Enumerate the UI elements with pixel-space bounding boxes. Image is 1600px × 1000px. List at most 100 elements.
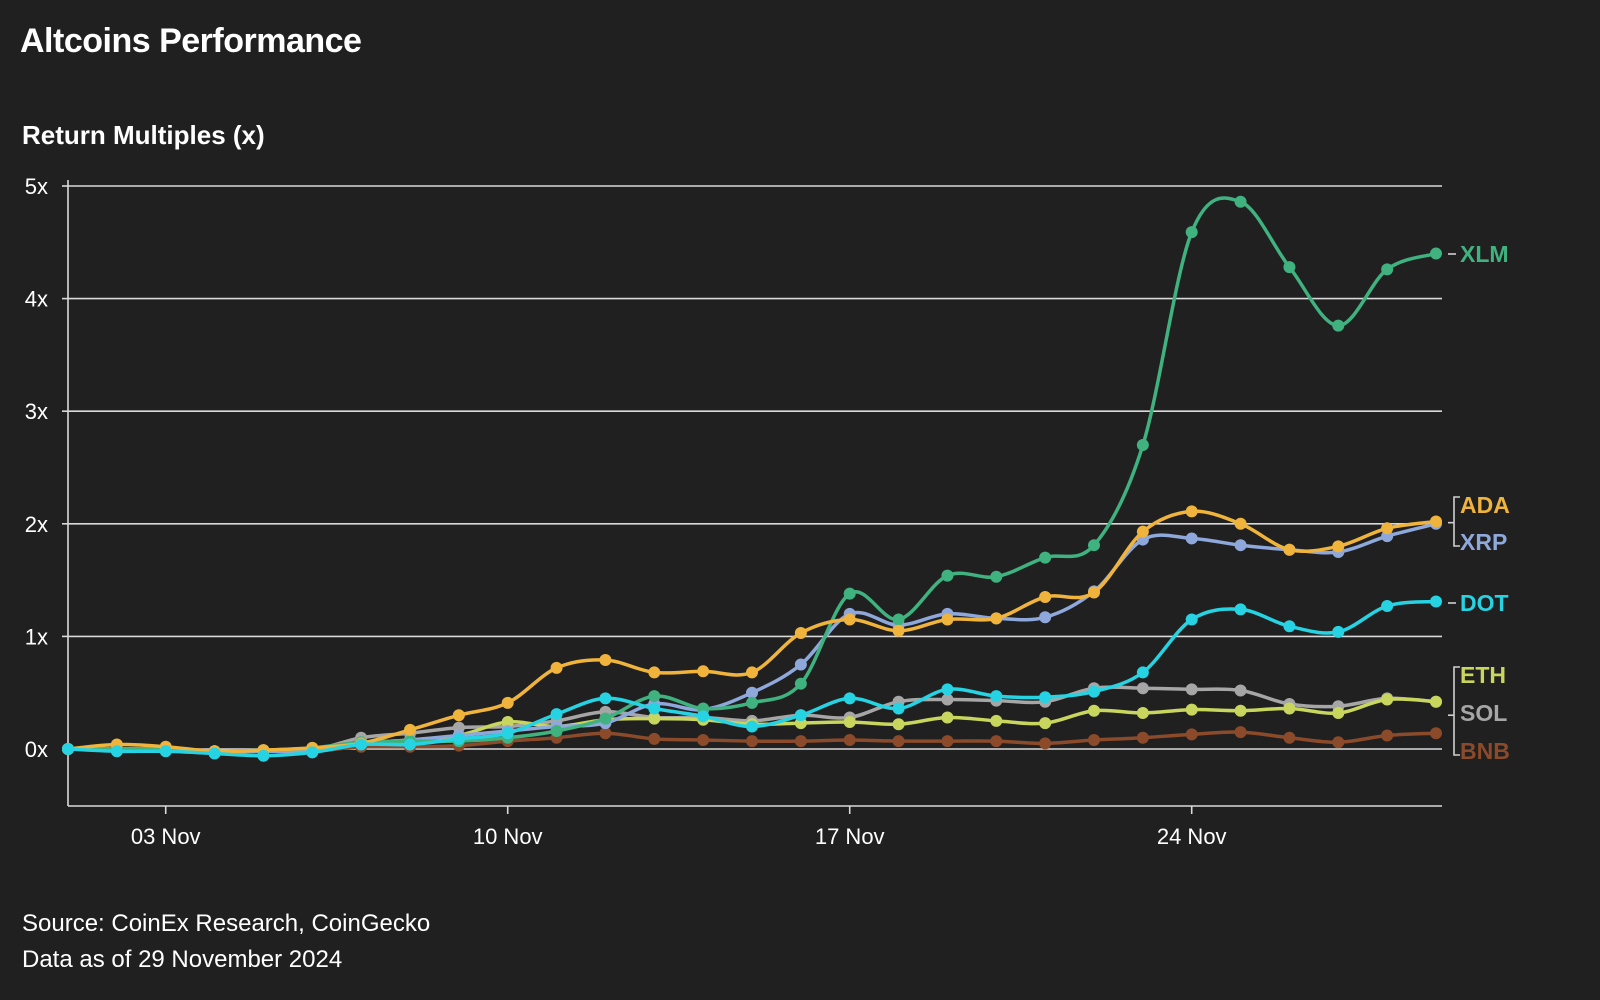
data-point-xlm <box>1088 539 1100 552</box>
data-point-dot <box>1039 691 1052 704</box>
data-point-ada <box>404 723 416 736</box>
data-point-bnb <box>1430 727 1442 740</box>
data-point-bnb <box>648 732 661 745</box>
data-point-dot <box>257 749 270 762</box>
x-tick-label: 10 Nov <box>473 824 543 849</box>
data-point-dot <box>501 727 514 740</box>
data-date-note: Data as of 29 November 2024 <box>22 946 343 973</box>
data-point-ada <box>452 709 465 722</box>
data-point-xrp <box>1185 532 1198 545</box>
data-point-bnb <box>599 727 612 740</box>
data-point-dot <box>1332 625 1345 638</box>
y-tick-label: 1x <box>25 624 48 649</box>
data-point-eth <box>892 718 905 731</box>
data-point-ada <box>1234 517 1247 530</box>
data-point-dot <box>794 709 807 722</box>
data-point-dot <box>1381 599 1394 612</box>
data-point-bnb <box>1088 733 1100 746</box>
data-point-dot <box>1185 613 1198 626</box>
data-point-ada <box>843 613 856 626</box>
data-point-ada <box>892 624 905 637</box>
data-point-dot <box>599 692 612 705</box>
data-point-sol <box>1185 683 1198 696</box>
series-label-bnb: BNB <box>1460 738 1510 764</box>
data-point-bnb <box>1381 729 1394 742</box>
data-point-bnb <box>746 735 758 748</box>
data-point-xlm <box>599 712 612 725</box>
series-labels-layer: XLM DOT ADA XRP ETH SOL BNB <box>1448 241 1510 764</box>
series-label-dot: DOT <box>1460 590 1509 616</box>
data-point-ada <box>501 696 514 709</box>
data-point-ada <box>599 654 612 667</box>
data-point-bnb <box>990 735 1003 748</box>
data-point-ada <box>1332 540 1345 553</box>
series-label-eth: ETH <box>1460 662 1506 688</box>
axis-layer: 0x 1x 2x 3x 4x 5x 03 Nov 10 Nov 17 Nov 24 Nov <box>25 174 1442 849</box>
data-point-dot <box>306 746 319 759</box>
data-point-bnb <box>1283 731 1296 744</box>
data-point-dot <box>746 720 758 733</box>
data-point-eth <box>1381 693 1394 706</box>
y-tick-label: 0x <box>25 737 48 762</box>
chart-title: Altcoins Performance <box>20 22 362 60</box>
label-bracket-0 <box>1448 496 1460 547</box>
data-point-bnb <box>1185 728 1198 741</box>
data-point-xlm <box>990 570 1003 583</box>
data-point-ada <box>1088 586 1100 599</box>
bracket-line <box>1453 496 1460 547</box>
data-point-eth <box>1430 695 1442 708</box>
series-label-xlm: XLM <box>1460 241 1509 267</box>
x-tick-label: 24 Nov <box>1157 824 1227 849</box>
data-point-eth <box>1088 704 1100 717</box>
y-axis-title: Return Multiples (x) <box>22 120 265 150</box>
series-dot <box>62 595 1442 762</box>
series-label-ada: ADA <box>1460 492 1510 518</box>
data-point-sol <box>941 693 954 706</box>
data-point-xlm <box>892 613 905 626</box>
data-point-bnb <box>794 735 807 748</box>
source-note: Source: CoinEx Research, CoinGecko <box>22 910 431 937</box>
data-point-bnb <box>1234 726 1247 739</box>
data-point-bnb <box>843 733 856 746</box>
data-point-dot <box>1234 603 1247 616</box>
data-point-ada <box>550 661 563 674</box>
x-tick-label: 17 Nov <box>815 824 885 849</box>
data-point-xlm <box>746 696 758 709</box>
data-point-xlm <box>1332 319 1345 332</box>
grid-layer <box>68 185 1442 750</box>
data-point-eth <box>1185 703 1198 716</box>
data-point-eth <box>1039 717 1052 730</box>
data-point-ada <box>697 665 710 678</box>
data-point-xlm <box>1430 247 1442 260</box>
series-label-xrp: XRP <box>1460 529 1507 555</box>
bracket-line <box>1453 666 1460 756</box>
data-point-ada <box>1381 522 1394 535</box>
y-tick-label: 3x <box>25 399 48 424</box>
data-point-dot <box>843 692 856 705</box>
data-point-xrp <box>1234 539 1247 552</box>
data-point-dot <box>892 702 905 715</box>
data-point-xlm <box>550 724 563 737</box>
data-point-sol <box>1234 684 1247 697</box>
data-point-xrp <box>1039 611 1052 624</box>
data-point-ada <box>1136 525 1149 538</box>
data-point-ada <box>990 612 1003 625</box>
data-point-dot <box>452 732 465 745</box>
data-point-dot <box>355 738 368 751</box>
data-point-sol <box>1136 682 1149 695</box>
lines-layer <box>62 195 1442 762</box>
data-point-dot <box>159 745 172 758</box>
data-point-eth <box>990 714 1003 727</box>
y-tick-label: 5x <box>25 174 48 199</box>
data-point-bnb <box>892 735 905 748</box>
data-point-dot <box>1136 666 1149 679</box>
data-point-xlm <box>1381 263 1394 276</box>
data-point-dot <box>550 708 563 721</box>
data-point-dot <box>1088 685 1100 698</box>
data-point-dot <box>1283 620 1296 633</box>
data-point-dot <box>208 747 221 760</box>
data-point-xrp <box>746 686 758 699</box>
line-chart: 0x 1x 2x 3x 4x 5x 03 Nov 10 Nov 17 Nov 24 Nov XLM… <box>25 174 1510 849</box>
data-point-xrp <box>794 658 807 671</box>
data-point-eth <box>1136 706 1149 719</box>
